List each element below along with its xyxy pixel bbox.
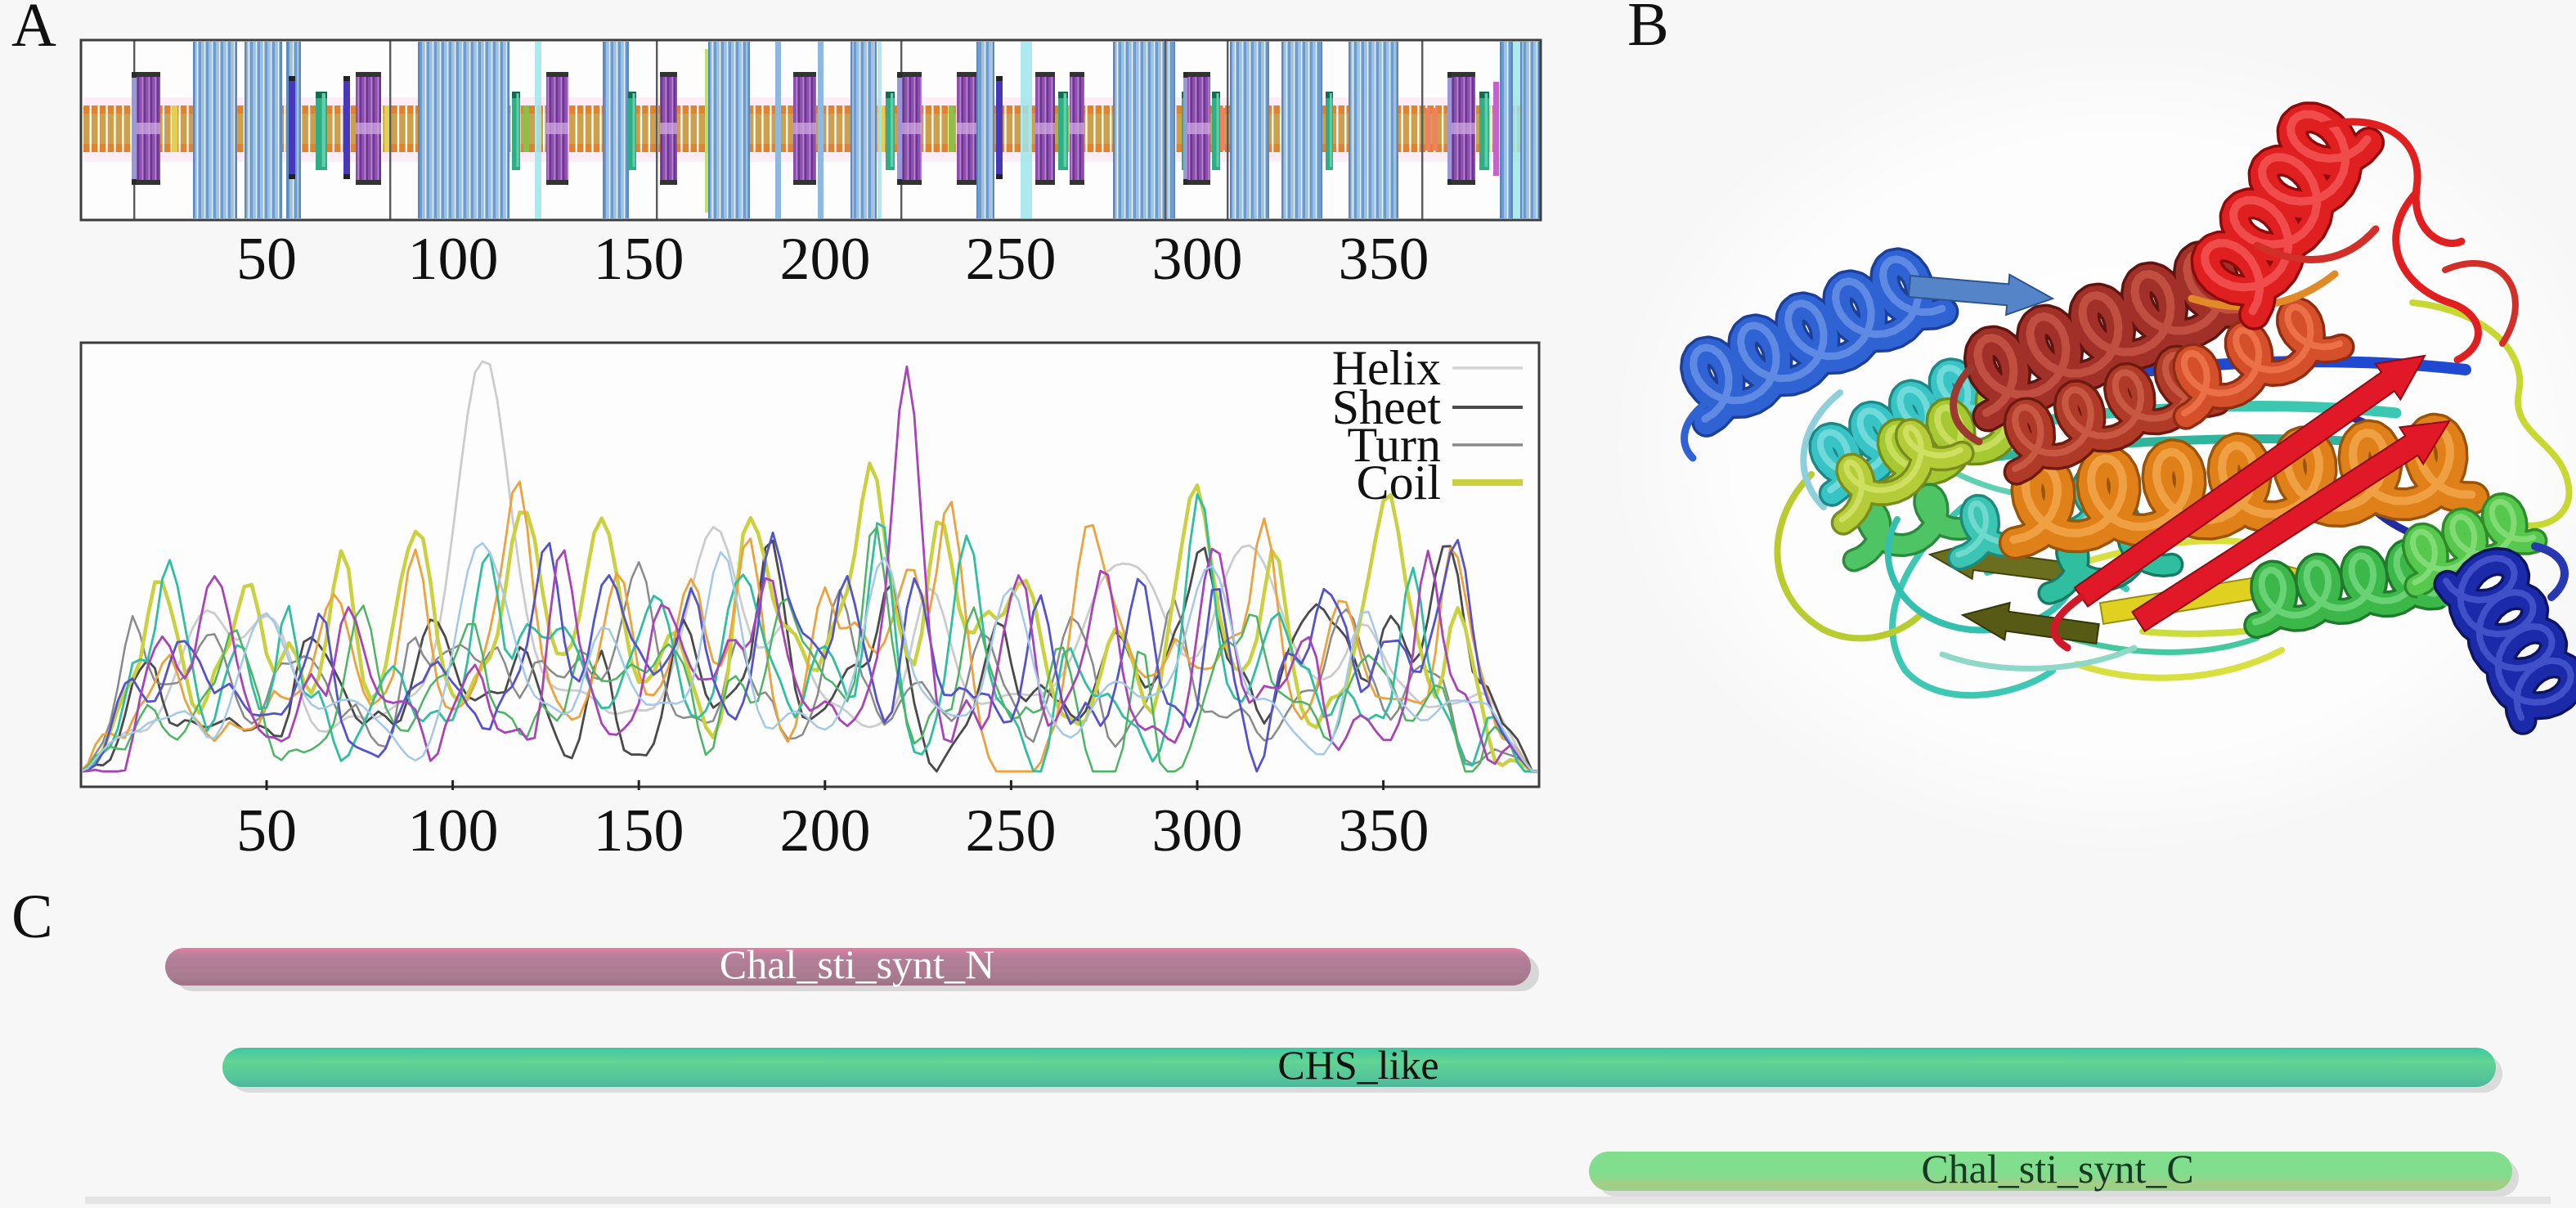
- svg-text:50: 50: [236, 797, 297, 864]
- svg-text:A: A: [11, 0, 56, 60]
- svg-text:Helix: Helix: [1332, 341, 1441, 395]
- svg-text:300: 300: [1152, 226, 1243, 293]
- svg-text:B: B: [1627, 0, 1669, 59]
- svg-text:350: 350: [1339, 226, 1429, 293]
- svg-text:Turn: Turn: [1347, 418, 1441, 472]
- svg-text:Sheet: Sheet: [1332, 380, 1442, 434]
- svg-text:150: 150: [594, 226, 684, 293]
- svg-text:Chal_sti_synt_C: Chal_sti_synt_C: [1921, 1146, 2193, 1192]
- svg-text:100: 100: [408, 226, 499, 293]
- svg-text:300: 300: [1152, 797, 1243, 864]
- svg-text:CHS_like: CHS_like: [1277, 1042, 1438, 1088]
- svg-text:100: 100: [408, 797, 499, 864]
- svg-text:50: 50: [236, 226, 297, 293]
- svg-text:250: 250: [966, 797, 1057, 864]
- svg-text:Chal_sti_synt_N: Chal_sti_synt_N: [720, 941, 994, 987]
- svg-text:200: 200: [780, 797, 871, 864]
- svg-text:200: 200: [780, 226, 871, 293]
- svg-text:Coil: Coil: [1357, 456, 1441, 510]
- svg-text:150: 150: [594, 797, 684, 864]
- svg-text:250: 250: [966, 226, 1057, 293]
- svg-text:C: C: [11, 882, 53, 951]
- svg-text:350: 350: [1339, 797, 1429, 864]
